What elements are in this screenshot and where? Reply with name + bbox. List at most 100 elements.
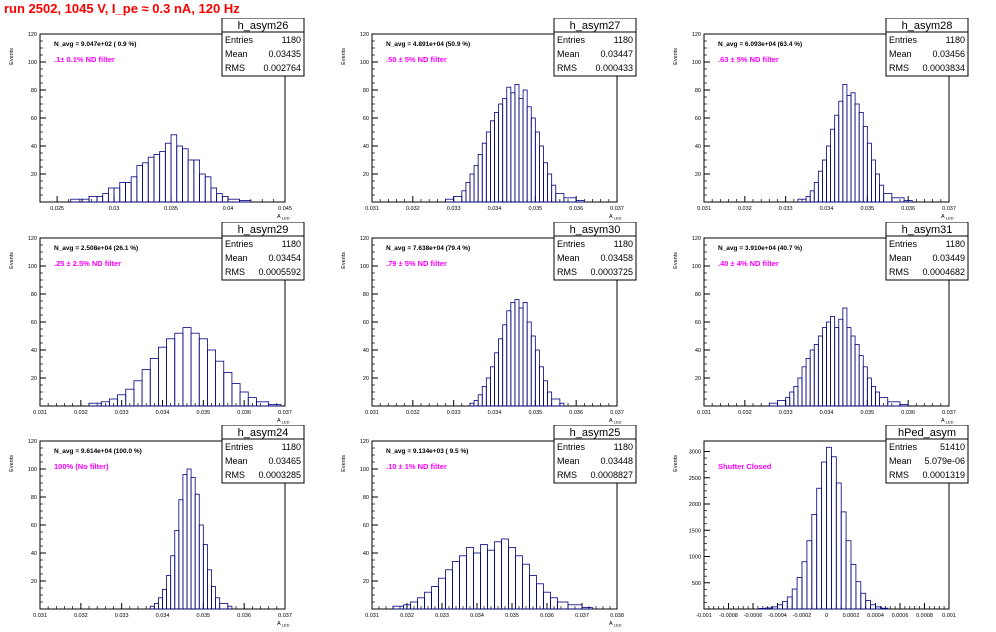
histogram-bin xyxy=(522,89,528,203)
navg-label: N_avg = 9.047e+02 ( 0.9 %) xyxy=(54,41,136,48)
histogram-bin xyxy=(855,581,862,610)
histogram-bin xyxy=(453,195,463,203)
y-tick-label: 20 xyxy=(363,172,369,178)
stat-value-entries: 1180 xyxy=(946,239,965,249)
y-tick-label: 80 xyxy=(695,88,701,94)
y-tick-label: 1500 xyxy=(689,528,701,534)
histogram-bin xyxy=(801,366,807,407)
x-tick-label: 0.034 xyxy=(156,410,170,416)
histogram-bin xyxy=(514,299,520,407)
y-tick-label: 60 xyxy=(31,116,37,122)
histogram-bin xyxy=(526,106,532,203)
x-tick-label: 0.033 xyxy=(447,206,461,212)
x-tick-label: 0.036 xyxy=(901,410,915,416)
histogram-bin xyxy=(141,369,151,407)
x-tick-label: 0.033 xyxy=(115,613,129,619)
stat-value-rms: 0.0001319 xyxy=(922,470,965,480)
y-tick-label: 80 xyxy=(695,292,701,298)
histogram-bin xyxy=(502,324,508,407)
stat-value-rms: 0.0003725 xyxy=(590,267,633,277)
histogram-bin xyxy=(178,499,184,610)
histogram-bin xyxy=(805,357,811,407)
y-tick-label: 120 xyxy=(692,32,701,38)
histogram-bin xyxy=(534,349,540,407)
stat-value-entries: 1180 xyxy=(282,35,301,45)
y-tick-label: 80 xyxy=(31,495,37,501)
histogram-bin xyxy=(534,131,540,203)
stat-value-mean: 0.03435 xyxy=(268,49,301,59)
histogram-bin xyxy=(547,173,553,203)
stats-box xyxy=(553,222,637,281)
x-tick-label: -0.0004 xyxy=(768,613,787,619)
histogram-bin xyxy=(102,193,109,203)
histogram-bin xyxy=(813,344,819,407)
histogram-bin xyxy=(445,569,453,610)
x-tick-label: 0.033 xyxy=(435,613,449,619)
x-axis-label: A LED xyxy=(941,214,954,221)
stat-value-mean: 5.079e-06 xyxy=(924,456,965,466)
histogram-bin xyxy=(805,195,811,203)
stat-label-entries: Entries xyxy=(225,442,254,452)
x-tick-label: 0.036 xyxy=(569,410,583,416)
histogram-bin xyxy=(498,338,504,407)
histogram-bin xyxy=(459,555,467,610)
stat-label-rms: RMS xyxy=(225,470,245,480)
histogram-bin xyxy=(147,156,155,203)
x-axis-label: A LED xyxy=(277,418,290,425)
stat-label-entries: Entries xyxy=(557,239,586,249)
histogram-bin xyxy=(190,332,200,407)
y-tick-label: 100 xyxy=(28,467,37,473)
y-tick-label: 20 xyxy=(695,172,701,178)
histogram-bin xyxy=(840,511,847,610)
stat-value-entries: 51410 xyxy=(940,442,965,452)
histogram-bin xyxy=(530,335,536,407)
y-tick-label: 60 xyxy=(31,320,37,326)
histogram-bin xyxy=(477,394,483,407)
histogram-bin xyxy=(153,153,161,203)
filter-label: .10 ± 1% ND filter xyxy=(386,462,447,471)
histogram-bin xyxy=(204,176,212,203)
histogram-bin xyxy=(796,577,803,610)
y-tick-label: 120 xyxy=(360,32,369,38)
histogram-bin xyxy=(216,193,223,203)
x-tick-label: 0.036 xyxy=(237,410,251,416)
x-tick-label: 0.0008 xyxy=(916,613,933,619)
histogram-bin xyxy=(130,176,138,203)
y-tick-label: 120 xyxy=(28,32,37,38)
filter-label: .25 ± 2.5% ND filter xyxy=(54,259,121,268)
histogram-name: h_asym28 xyxy=(902,20,953,32)
stat-label-mean: Mean xyxy=(557,456,580,466)
histogram-bin xyxy=(518,307,524,407)
histogram-bin xyxy=(494,352,499,407)
stat-label-entries: Entries xyxy=(889,35,918,45)
y-tick-label: 60 xyxy=(695,320,701,326)
y-tick-label: 20 xyxy=(363,579,369,585)
filter-label: .40 ± 4% ND filter xyxy=(718,259,779,268)
histogram-bin xyxy=(153,602,159,610)
histogram-bin xyxy=(199,173,206,203)
histogram-bin xyxy=(559,402,565,407)
histogram-name: h_asym26 xyxy=(238,20,289,32)
filter-label: Shutter Closed xyxy=(718,462,772,471)
y-tick-label: 40 xyxy=(695,144,701,150)
x-tick-label: 0.04 xyxy=(223,206,234,212)
histogram-bin xyxy=(239,200,252,203)
y-axis-label: Events xyxy=(341,455,347,472)
y-tick-label: 2000 xyxy=(689,502,701,508)
stat-label-rms: RMS xyxy=(889,63,909,73)
histogram-bin xyxy=(198,524,204,610)
histogram-bin xyxy=(490,120,495,203)
x-tick-label: 0.031 xyxy=(365,613,379,619)
histogram-bin xyxy=(515,555,523,610)
histogram-bin xyxy=(490,366,495,407)
histogram-bin xyxy=(431,586,439,610)
histogram-name: h_asym24 xyxy=(238,427,289,439)
histogram-panel-h_asym30: 20 40 60 80 100 120 0.031 0.032 0.033 0.034 0.035 0… xyxy=(332,222,664,429)
histogram-bin xyxy=(865,600,871,610)
histogram-bin xyxy=(186,468,192,610)
y-tick-label: 80 xyxy=(363,88,369,94)
y-tick-label: 80 xyxy=(31,292,37,298)
histogram-bin xyxy=(514,84,520,203)
stat-value-entries: 1180 xyxy=(282,442,301,452)
histogram-bin xyxy=(481,142,487,203)
